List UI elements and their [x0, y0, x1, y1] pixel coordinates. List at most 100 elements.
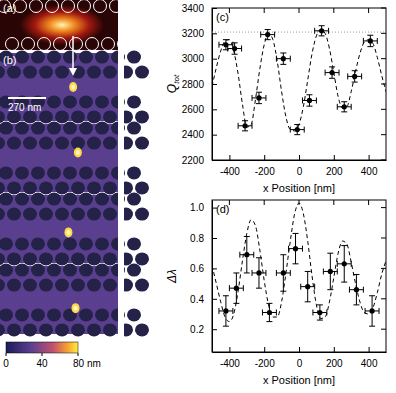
- error-cap-y: [256, 103, 262, 104]
- y-tick-mark-right: [381, 207, 386, 208]
- error-cap-y: [293, 263, 299, 264]
- error-cap-y: [319, 25, 325, 26]
- error-cap-x: [316, 97, 317, 103]
- y-tick-label: 2600: [182, 104, 205, 115]
- hole: [95, 308, 109, 321]
- data-point: [328, 269, 333, 274]
- x-tick: 200: [326, 155, 343, 177]
- x-tick-mark: [369, 155, 370, 160]
- error-cap-y: [256, 288, 262, 289]
- hole: [0, 137, 5, 150]
- hole: [15, 264, 29, 277]
- hole: [7, 252, 21, 265]
- colorbar-tick-label: 0: [3, 358, 9, 369]
- hole: [135, 66, 149, 79]
- error-cap-x: [252, 95, 253, 101]
- panel-label: (d): [216, 203, 229, 215]
- x-tick-mark: [264, 155, 265, 160]
- hole: [103, 137, 117, 150]
- y-tick: 2600: [182, 104, 217, 115]
- hole: [23, 252, 37, 265]
- error-cap-x: [325, 70, 326, 76]
- error-cap-y: [266, 321, 272, 322]
- data-point: [256, 95, 261, 100]
- hole: [0, 122, 13, 135]
- y-axis-title-subscript: tot: [172, 74, 181, 84]
- error-cap-x: [232, 308, 233, 314]
- error-cap-x: [347, 73, 348, 79]
- y-tick: 2800: [182, 79, 217, 90]
- y-tick-mark: [212, 299, 217, 300]
- data-point: [307, 98, 312, 103]
- x-tick-mark-top: [333, 8, 334, 13]
- plot-marks: [212, 26, 386, 135]
- y-tick-label: 0.2: [190, 324, 204, 335]
- x-tick-label: -400: [220, 166, 240, 177]
- error-cap-y: [369, 295, 375, 296]
- error-cap-y: [294, 134, 300, 135]
- x-axis-title: x Position [nm]: [263, 374, 335, 386]
- error-cap-y: [341, 282, 347, 283]
- hole-outline: [30, 0, 43, 13]
- hole: [31, 308, 45, 321]
- plot-frame: [212, 8, 386, 160]
- hole: [55, 323, 69, 336]
- hole: [55, 252, 69, 265]
- fit-line: [212, 30, 386, 131]
- data-point: [232, 46, 237, 51]
- error-cap-y: [280, 254, 286, 255]
- data-point: [281, 270, 286, 275]
- x-tick: 0: [297, 155, 303, 177]
- error-cap-x: [349, 287, 350, 293]
- x-tick: -400: [220, 347, 240, 369]
- hole: [103, 66, 117, 79]
- y-tick-mark: [212, 109, 217, 110]
- data-point: [342, 261, 347, 266]
- hole-outline: [70, 38, 83, 51]
- y-tick-mark: [212, 238, 217, 239]
- colorbar-tick: [78, 353, 79, 356]
- hole: [55, 181, 69, 194]
- figure: (a)(b)270 nm04080 nm-400-200020040022002…: [0, 0, 396, 393]
- x-tick-mark-top: [299, 200, 300, 205]
- y-tick-label: 1.0: [190, 202, 204, 213]
- y-tick: 0.2: [190, 324, 217, 335]
- hole: [31, 51, 45, 64]
- error-cap-x: [276, 309, 277, 315]
- hole: [55, 208, 69, 221]
- data-point: [305, 284, 310, 289]
- panel-b-image: [0, 193, 149, 266]
- y-tick-mark-right: [381, 160, 386, 161]
- error-cap-y: [266, 303, 272, 304]
- hole: [0, 279, 5, 292]
- error-cap-y: [353, 274, 359, 275]
- hole: [47, 122, 61, 135]
- x-tick: -200: [255, 155, 275, 177]
- y-tick-mark: [212, 33, 217, 34]
- hole: [79, 264, 93, 277]
- hole: [15, 122, 29, 135]
- error-cap-y: [352, 82, 358, 83]
- hole: [47, 308, 61, 321]
- hole: [0, 308, 13, 321]
- hole: [79, 95, 93, 108]
- hole: [39, 279, 53, 292]
- hole: [15, 308, 29, 321]
- hole: [47, 95, 61, 108]
- hole: [79, 51, 93, 64]
- hole: [103, 323, 117, 336]
- y-tick-label: 0.8: [190, 233, 204, 244]
- hole: [0, 66, 5, 79]
- hole: [31, 193, 45, 206]
- error-cap-x: [262, 309, 263, 315]
- hole: [95, 237, 109, 250]
- error-cap-x: [218, 308, 219, 314]
- colorbar: [6, 342, 78, 353]
- y-tick-mark: [212, 59, 217, 60]
- hole-outline: [6, 38, 19, 51]
- error-cap-y: [244, 272, 250, 273]
- hole: [7, 208, 21, 221]
- hole: [63, 193, 77, 206]
- hole: [31, 166, 45, 179]
- error-cap-y: [233, 272, 239, 273]
